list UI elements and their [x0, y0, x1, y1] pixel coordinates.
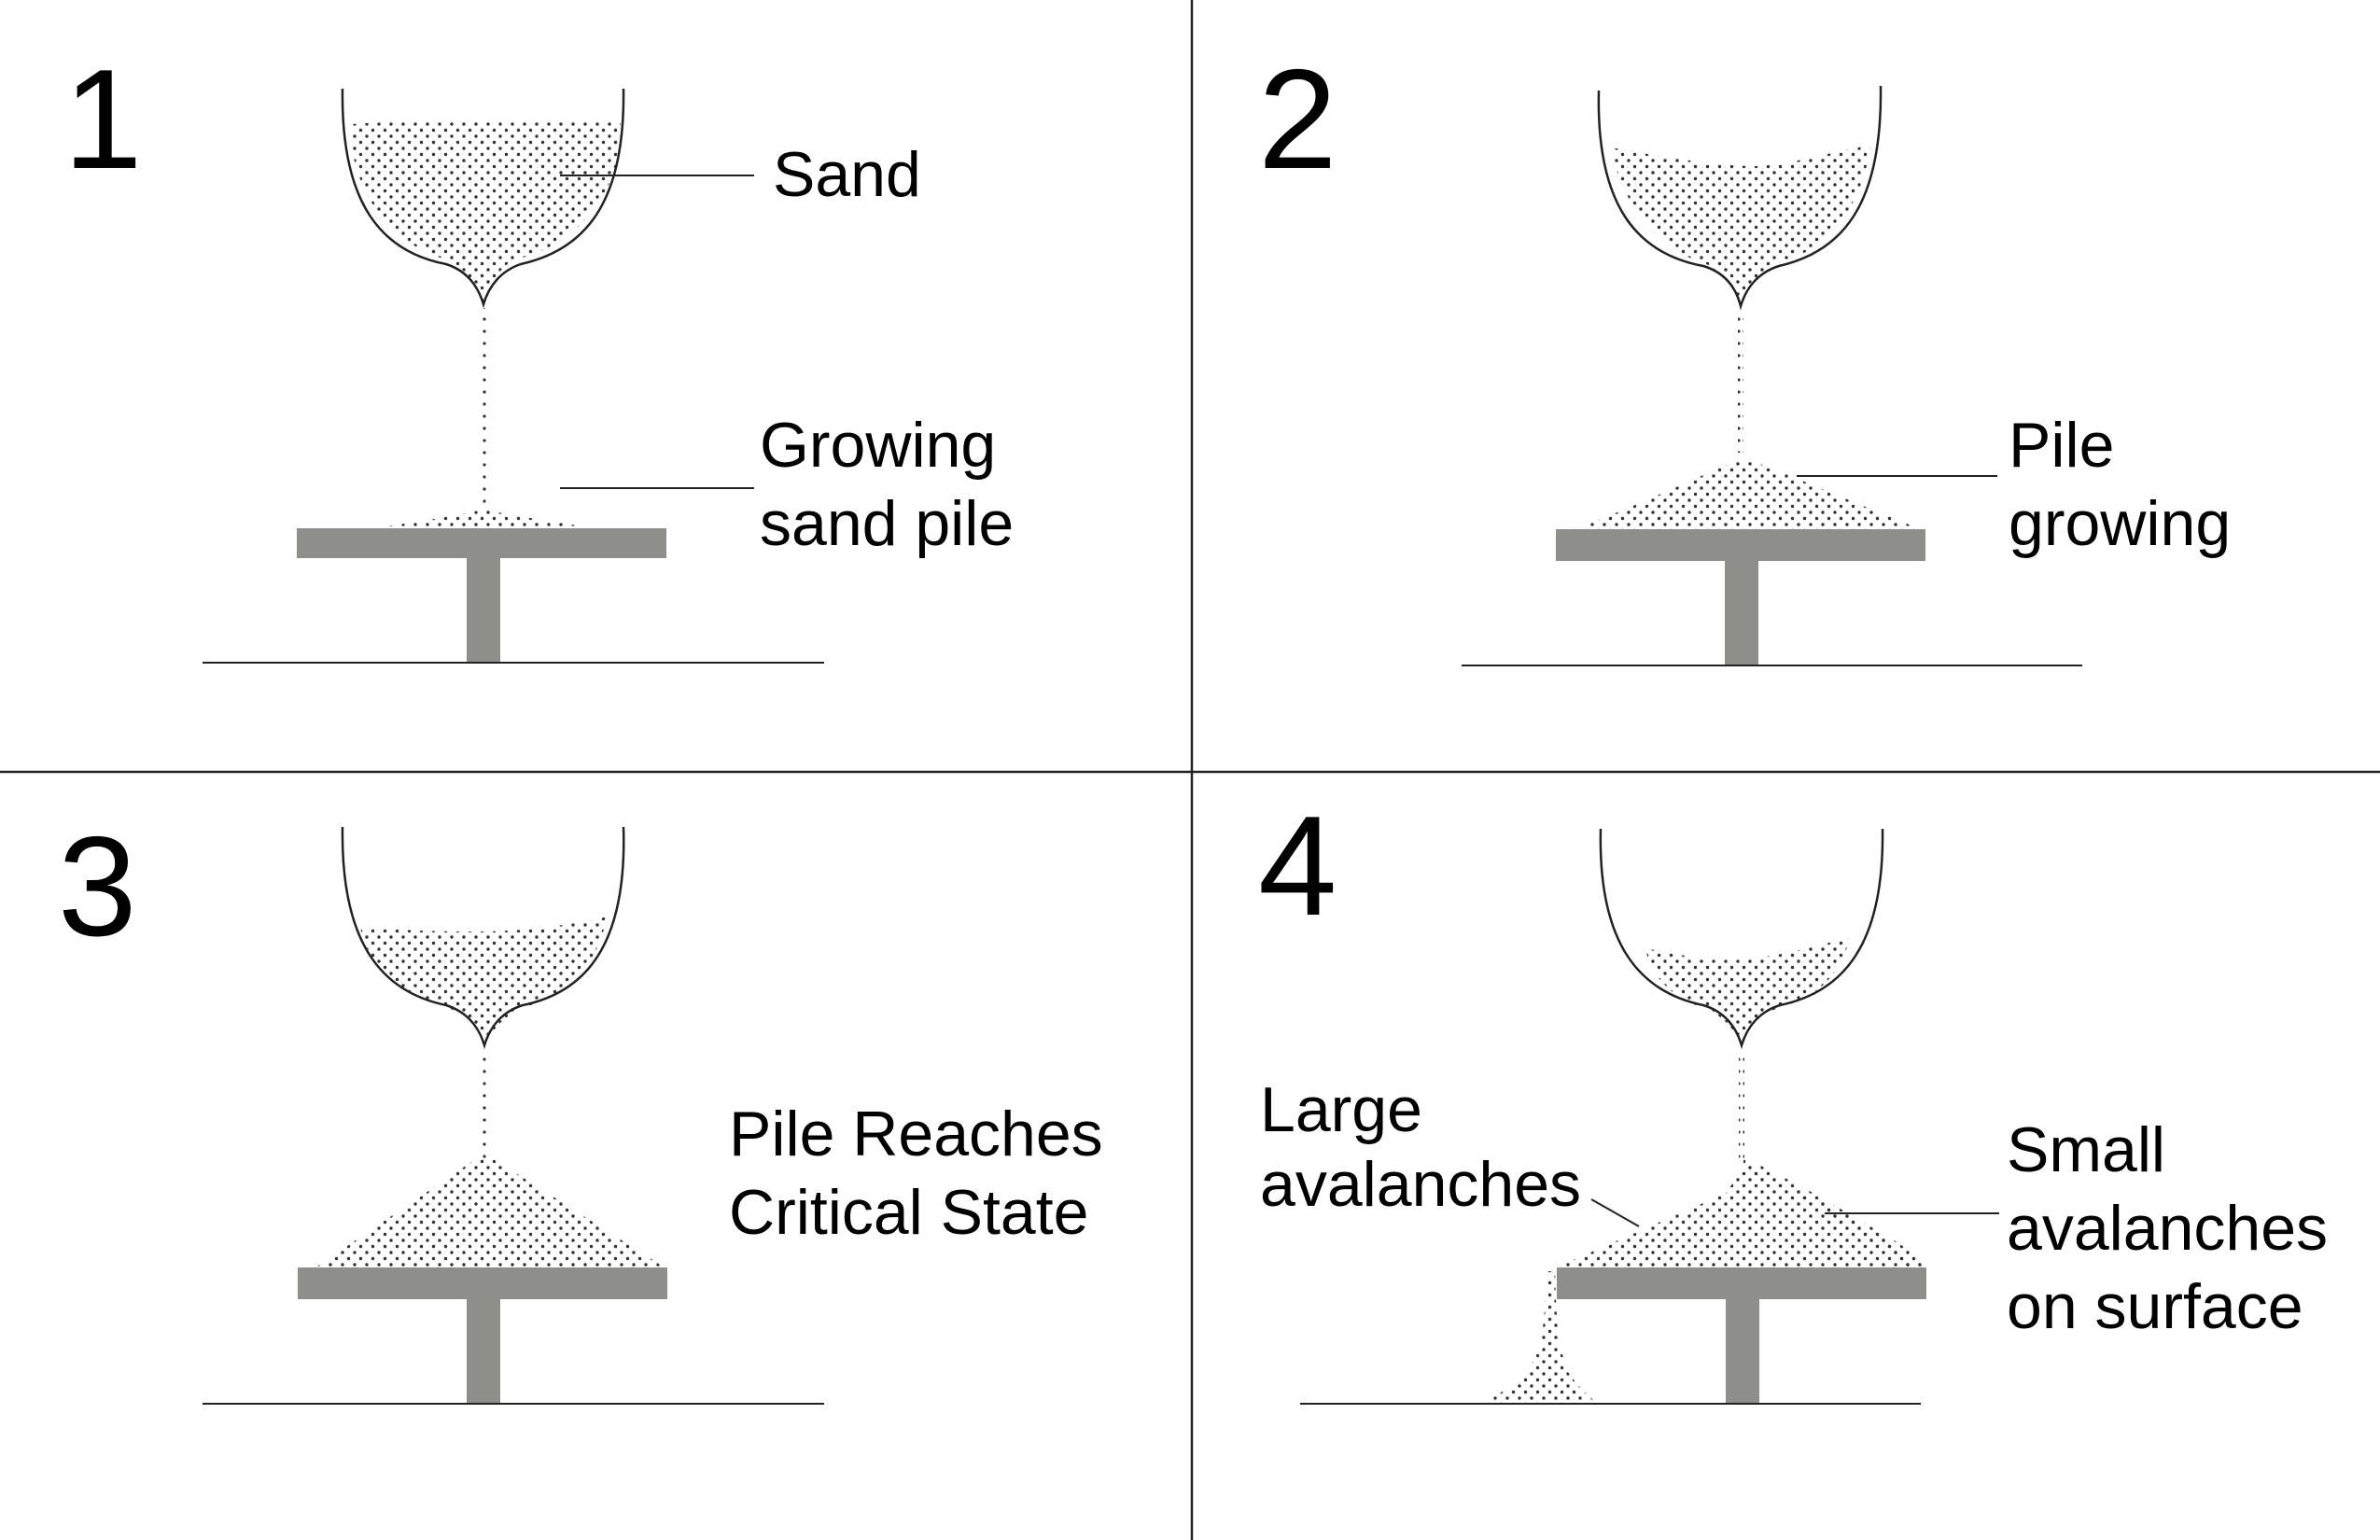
panel-3-stand-post — [467, 1299, 500, 1404]
panel-4-stand-top — [1557, 1267, 1926, 1299]
label-line: growing — [2009, 488, 2231, 559]
panel-2: 2 Pile growing — [1258, 40, 2231, 666]
panel-4-hourglass-bulb — [1599, 828, 1884, 1050]
panel-4-large-avalanche — [1482, 1271, 1598, 1404]
panel-3-upper-sand — [360, 917, 607, 1045]
panel-2-stand-post — [1725, 561, 1758, 665]
label-line: avalanches — [1260, 1149, 1581, 1220]
panel-4-large-avalanche-leader — [1590, 1198, 1640, 1227]
panel-3-sand-stream — [482, 1053, 487, 1160]
panel-4-upper-sand — [1645, 938, 1850, 1043]
panel-4-stand-post — [1726, 1299, 1759, 1404]
panel-1-stand-top — [297, 528, 666, 558]
panel-4-large-avalanches-label: Large avalanches — [1260, 1074, 1581, 1220]
label-line: avalanches — [2007, 1193, 2328, 1264]
panel-3-critical-state-label: Pile Reaches Critical State — [729, 1099, 1121, 1248]
panel-1: 1 Sand Growing sand pile — [63, 40, 1014, 664]
panel-4-sand-stream — [1739, 1053, 1744, 1165]
panel-3-number: 3 — [58, 807, 137, 966]
label-line: sand pile — [760, 488, 1014, 559]
panel-4-number: 4 — [1258, 787, 1337, 945]
panel-3-sand-pile — [315, 1158, 665, 1267]
panel-1-upper-sand — [351, 119, 621, 303]
label-line: Critical State — [729, 1177, 1088, 1248]
panel-4-sand-pile — [1557, 1165, 1925, 1267]
panel-2-pile-growing-label: Pile growing — [2009, 410, 2231, 559]
panel-1-hourglass-bulb — [341, 88, 625, 309]
panel-3-stand-top — [298, 1267, 667, 1299]
label-line: Small — [2007, 1114, 2165, 1185]
panel-3: 3 Pile Reaches Critical State — [58, 807, 1121, 1405]
panel-1-sand-pile — [371, 510, 597, 528]
panel-1-stand-post — [467, 558, 500, 663]
panel-3-hourglass-bulb — [341, 826, 625, 1050]
panel-1-sand-label: Sand — [773, 139, 921, 210]
panel-2-stand-top — [1556, 529, 1925, 561]
label-line: Sand — [773, 139, 921, 210]
panel-2-sand-stream — [1738, 313, 1743, 453]
label-line: Growing — [760, 410, 996, 481]
label-line: Pile Reaches — [729, 1099, 1103, 1169]
label-line: on surface — [2007, 1271, 2303, 1342]
panel-4-small-avalanches-label: Small avalanches on surface — [2007, 1114, 2345, 1342]
panel-4: 4 Large avalanches Small avalanches on s… — [1258, 787, 2345, 1405]
panel-1-sand-stream — [481, 308, 486, 509]
panel-2-sand-pile — [1574, 459, 1921, 529]
panel-2-number: 2 — [1258, 40, 1337, 199]
panel-2-upper-sand — [1611, 146, 1870, 303]
label-line: Large — [1260, 1074, 1422, 1145]
panel-2-hourglass-bulb — [1597, 85, 1883, 311]
label-line: Pile — [2009, 410, 2114, 481]
panel-1-growing-pile-label: Growing sand pile — [760, 410, 1014, 559]
panel-1-number: 1 — [63, 40, 143, 199]
